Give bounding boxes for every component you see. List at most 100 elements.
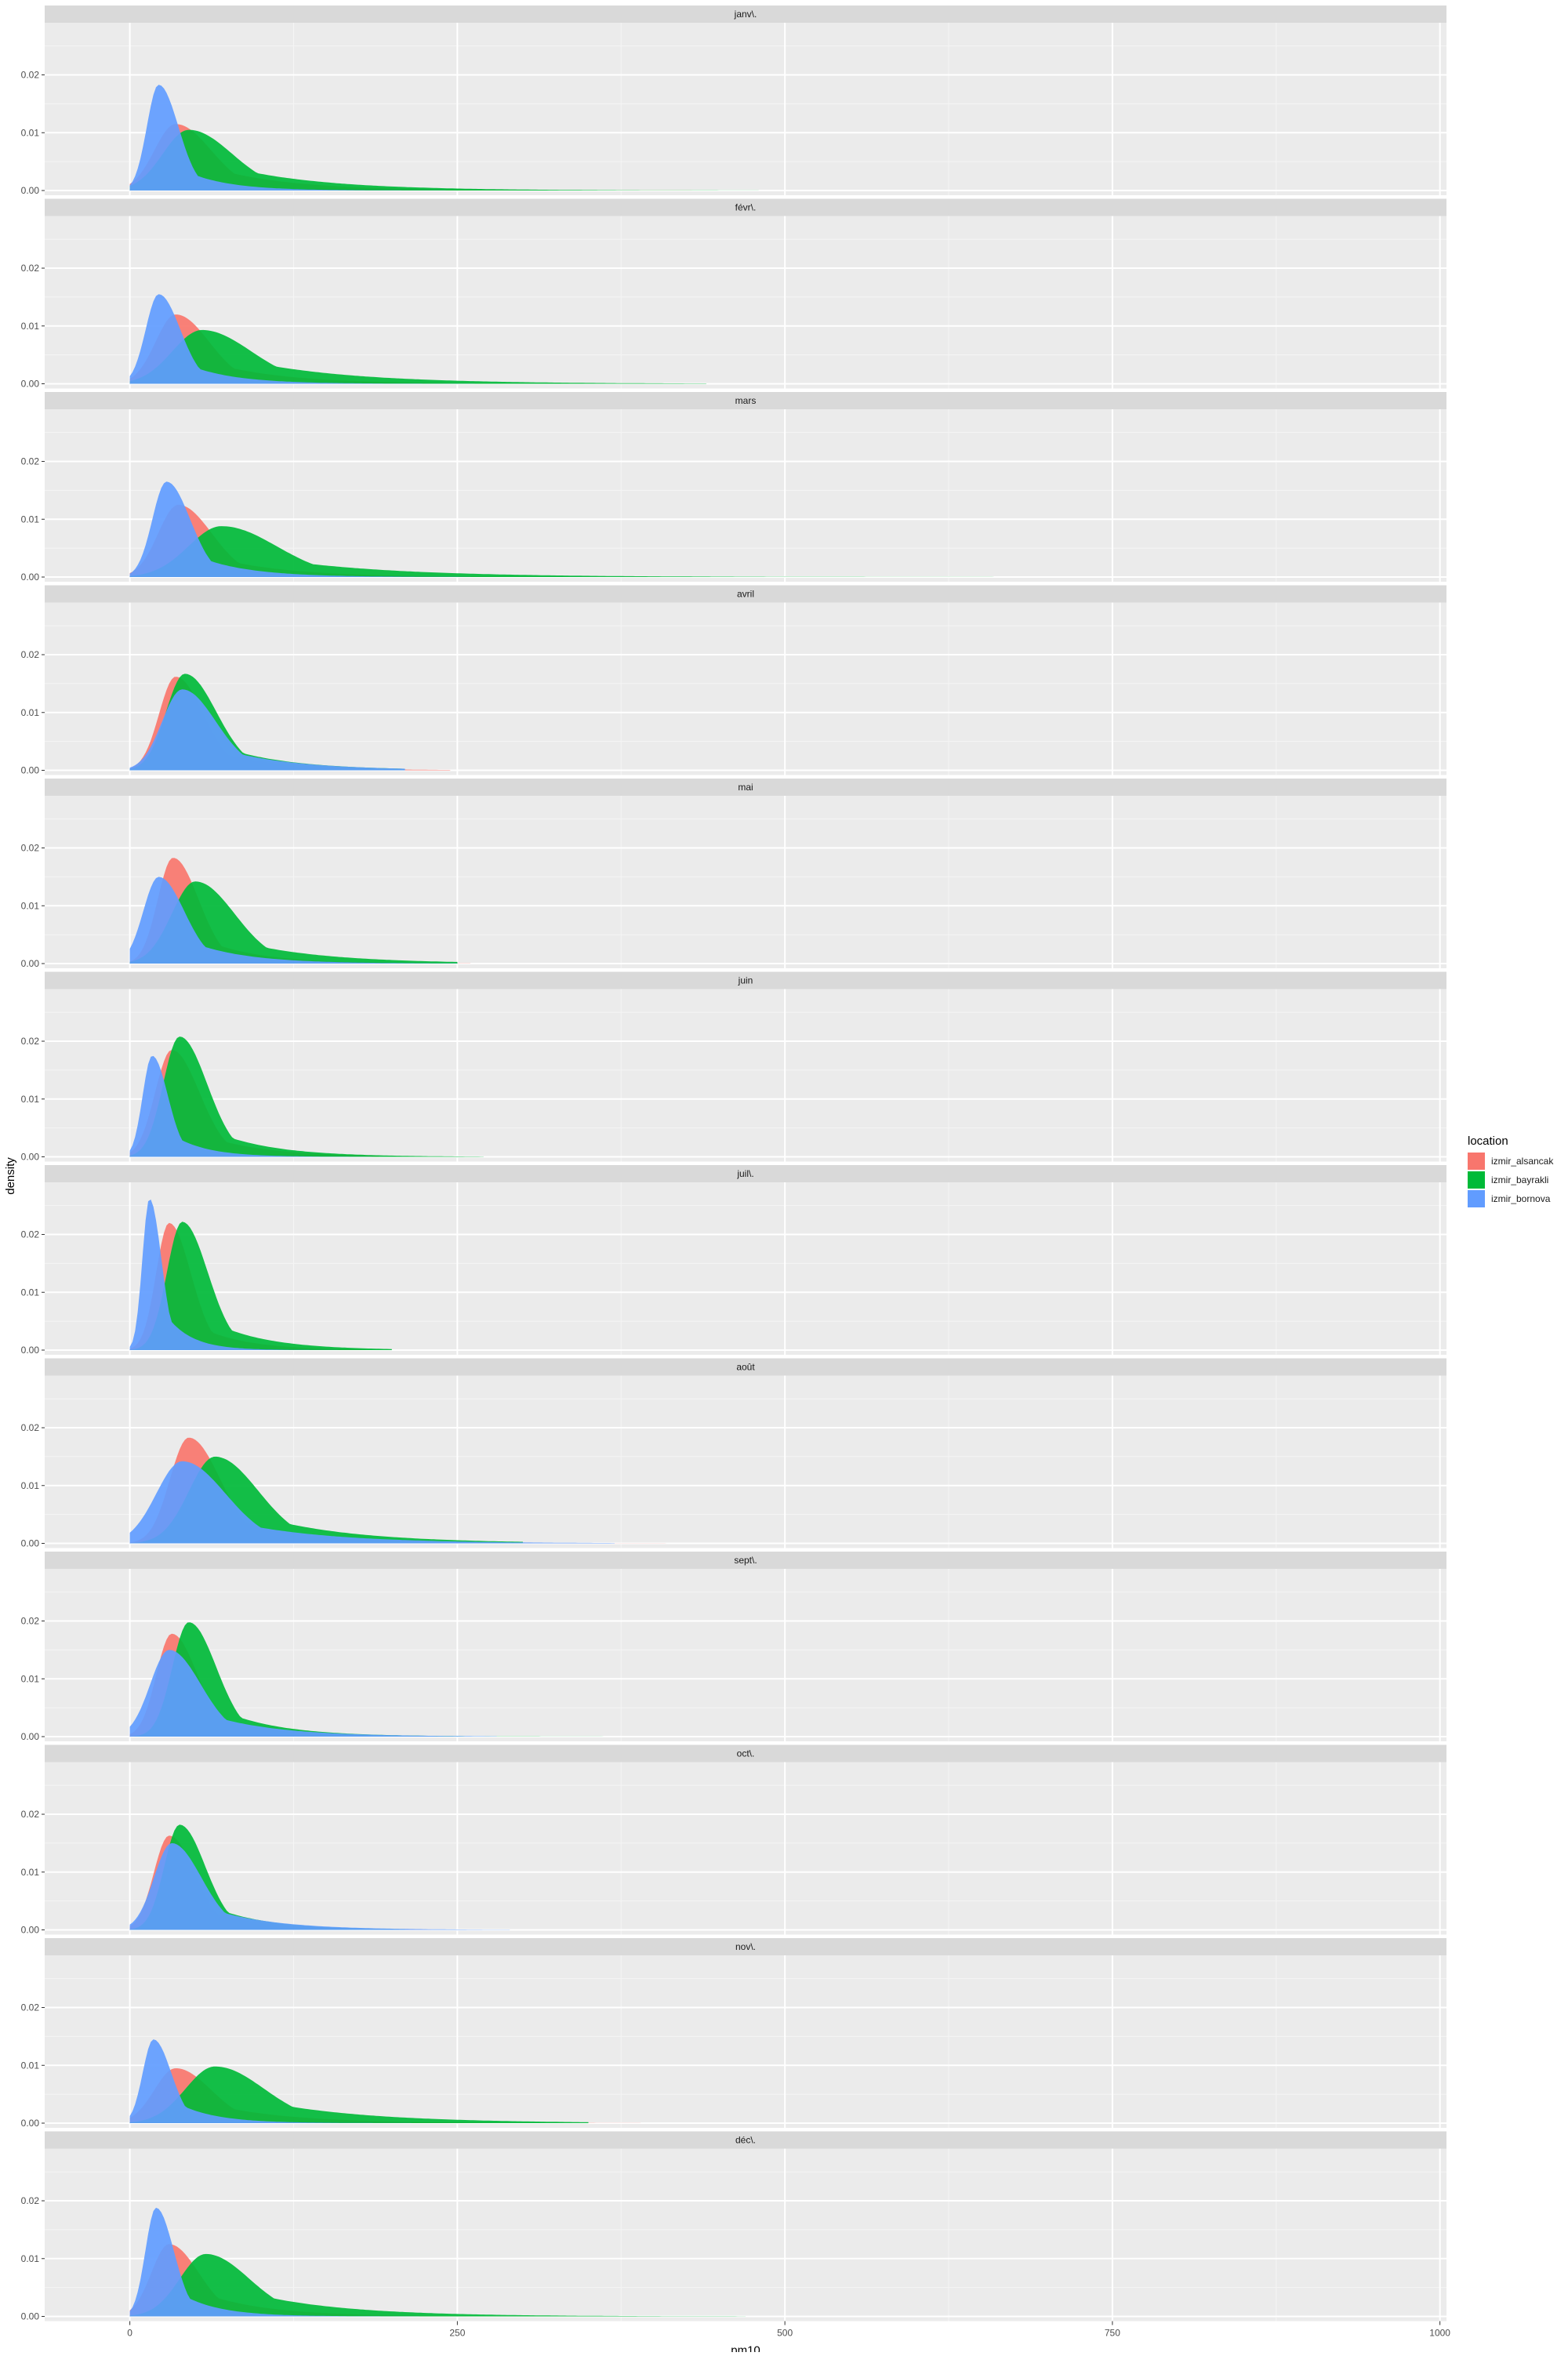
density-area-izmir_bornova: [129, 481, 471, 577]
density-area-izmir_bornova: [129, 1650, 497, 1737]
y-tick-label: 0.00: [21, 1538, 40, 1549]
y-tick-label: 0.00: [21, 765, 40, 776]
y-tick-label: 0.00: [21, 185, 40, 196]
facet-1: févr\. 0.00 0.01 0.02: [21, 198, 1446, 390]
facet-strip-label: déc\.: [735, 2135, 756, 2146]
density-area-izmir_bayrakli: [129, 329, 706, 384]
y-tick-label: 0.00: [21, 958, 40, 969]
legend-key-izmir_bornova: [1468, 1190, 1485, 1207]
y-tick-label: 0.02: [21, 1422, 40, 1433]
facet-7: août 0.00 0.01 0.02: [21, 1358, 1446, 1549]
density-area-izmir_bornova: [129, 1055, 372, 1157]
facet-5: juin 0.00 0.01 0.02: [21, 971, 1446, 1163]
facet-strip: [45, 1744, 1446, 1762]
x-tick-label: 250: [449, 2328, 465, 2339]
y-tick-label: 0.02: [21, 2002, 40, 2013]
facet-strip: [45, 1358, 1446, 1376]
facet-strip: [45, 198, 1446, 216]
legend-label-izmir_alsancak: izmir_alsancak: [1491, 1156, 1554, 1167]
y-tick-label: 0.02: [21, 2195, 40, 2206]
facet-6: juil\. 0.00 0.01 0.02: [21, 1165, 1446, 1356]
facet-panel: [45, 1182, 1446, 1355]
facet-strip: [45, 1938, 1446, 1955]
y-tick-label: 0.00: [21, 1345, 40, 1356]
x-tick-label: 1000: [1429, 2328, 1450, 2339]
y-tick-label: 0.01: [21, 900, 40, 911]
legend-label-izmir_bornova: izmir_bornova: [1491, 1193, 1551, 1204]
y-tick-label: 0.02: [21, 1809, 40, 1820]
facet-0: janv\. 0.00 0.01 0.02: [21, 5, 1446, 196]
y-tick-label: 0.01: [21, 321, 40, 332]
density-area-izmir_bornova: [129, 2207, 575, 2317]
density-area-izmir_bornova: [129, 294, 589, 384]
facet-10: nov\. 0.00 0.01 0.02: [21, 1938, 1446, 2129]
facet-panel: [45, 602, 1446, 775]
facet-strip-label: janv\.: [734, 9, 757, 20]
facet-panel: [45, 23, 1446, 195]
facet-panel: [45, 2148, 1446, 2322]
density-area-izmir_bayrakli: [129, 881, 458, 964]
y-tick-label: 0.00: [21, 2311, 40, 2322]
y-tick-label: 0.01: [21, 1480, 40, 1491]
y-tick-label: 0.01: [21, 2253, 40, 2264]
legend: location izmir_alsancak izmir_bayrakliizmi…: [1468, 1134, 1554, 1207]
y-tick-label: 0.00: [21, 379, 40, 390]
facet-strip: [45, 2131, 1446, 2149]
facet-strip: [45, 1165, 1446, 1182]
x-tick-label: 0: [127, 2328, 132, 2339]
y-tick-label: 0.00: [21, 2118, 40, 2129]
facet-strip: [45, 585, 1446, 603]
y-tick-label: 0.01: [21, 1287, 40, 1298]
density-area-izmir_bornova: [129, 1200, 353, 1350]
facet-2: mars 0.00 0.01 0.02: [21, 392, 1446, 583]
facet-panel: [45, 989, 1446, 1162]
x-axis-title: pm10: [731, 2344, 760, 2353]
y-tick-label: 0.02: [21, 263, 40, 274]
facet-panel: [45, 1569, 1446, 1741]
facet-strip: [45, 1552, 1446, 1569]
facet-strip-label: mai: [738, 782, 753, 793]
density-area-izmir_bornova: [129, 689, 405, 771]
facet-panel: [45, 796, 1446, 968]
facet-strip-label: févr\.: [735, 202, 757, 213]
facet-strip-label: nov\.: [735, 1941, 756, 1952]
legend-title: location: [1468, 1134, 1508, 1148]
facet-strip-label: mars: [735, 395, 757, 406]
facet-strip: [45, 971, 1446, 989]
facet-3: avril 0.00 0.01 0.02: [21, 585, 1446, 776]
facet-panel: [45, 1762, 1446, 1935]
density-area-izmir_bayrakli: [129, 1036, 484, 1157]
y-tick-label: 0.02: [21, 843, 40, 854]
y-tick-label: 0.02: [21, 1036, 40, 1047]
facet-9: oct\. 0.00 0.01 0.02: [21, 1744, 1446, 1936]
y-tick-label: 0.00: [21, 1925, 40, 1936]
facet-strip-label: avril: [737, 589, 754, 600]
y-tick-label: 0.02: [21, 1616, 40, 1627]
facet-panel: [45, 216, 1446, 389]
y-axis-title: density: [4, 1157, 17, 1195]
facet-8: sept\. 0.00 0.01 0.02: [21, 1552, 1446, 1742]
y-tick-label: 0.02: [21, 649, 40, 660]
density-area-izmir_bayrakli: [129, 2253, 746, 2317]
legend-key-izmir_alsancak: [1468, 1153, 1485, 1170]
y-tick-label: 0.01: [21, 1094, 40, 1105]
legend-key-izmir_bayrakli: [1468, 1171, 1485, 1189]
density-area-izmir_bornova: [129, 877, 458, 964]
y-tick-label: 0.00: [21, 1152, 40, 1163]
density-area-izmir_bornova: [129, 2039, 523, 2123]
y-tick-label: 0.00: [21, 572, 40, 583]
density-area-izmir_bornova: [129, 1461, 615, 1544]
facet-strip: [45, 779, 1446, 796]
facet-strip: [45, 5, 1446, 23]
facet-strip-label: oct\.: [737, 1748, 755, 1759]
y-tick-label: 0.02: [21, 1229, 40, 1240]
density-area-izmir_bornova: [129, 85, 811, 191]
legend-label-izmir_bayrakli: izmir_bayrakli: [1491, 1174, 1548, 1185]
y-tick-label: 0.01: [21, 707, 40, 718]
facet-strip-label: juil\.: [736, 1168, 753, 1179]
y-tick-label: 0.00: [21, 1731, 40, 1742]
facet-strip-label: sept\.: [734, 1555, 757, 1566]
y-tick-label: 0.01: [21, 1673, 40, 1684]
